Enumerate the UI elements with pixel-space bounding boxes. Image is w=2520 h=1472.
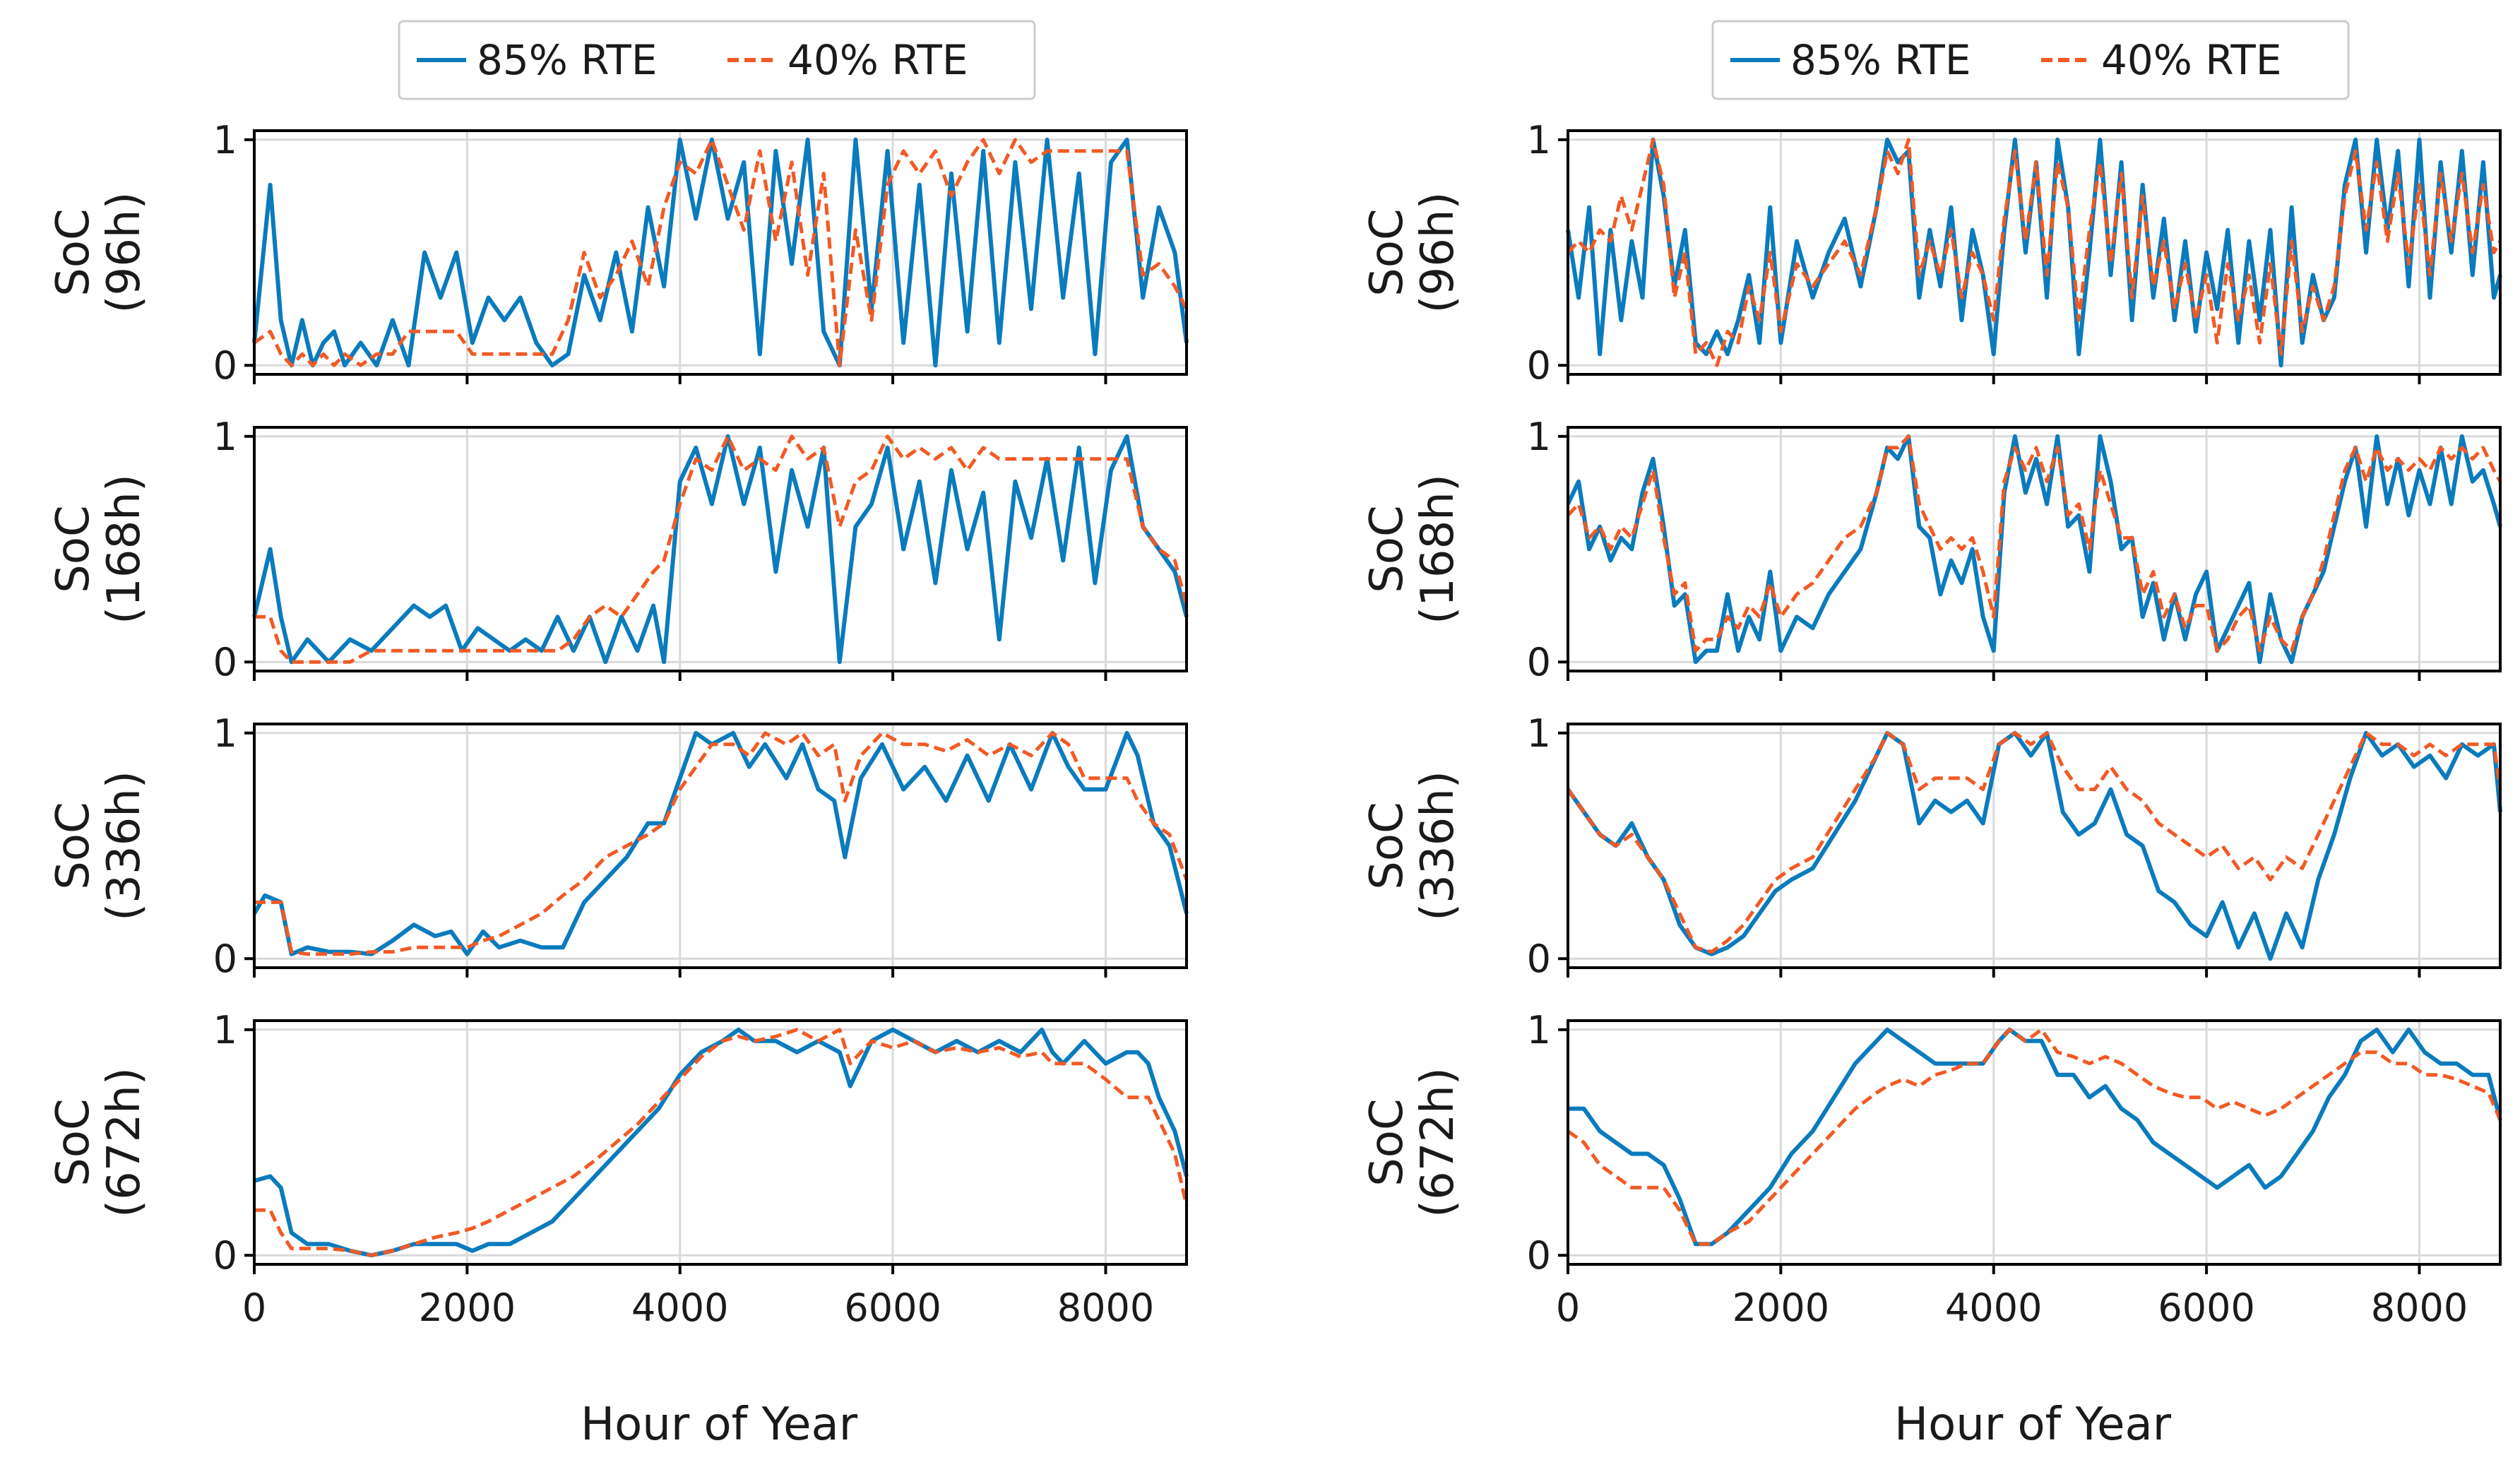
y-tick-label: 1 <box>1527 711 1551 756</box>
y-axis-label: SoC(96h) <box>1361 192 1464 314</box>
series-line-40-rte <box>1567 1028 2502 1246</box>
y-tick-label: 1 <box>1527 415 1551 459</box>
x-tick-label: 6000 <box>2158 1286 2254 1330</box>
panel-right-0: 0 1 SoC(96h) <box>1361 118 2502 388</box>
y-tick-label: 1 <box>1527 1008 1551 1052</box>
plot-frame <box>253 426 1188 672</box>
y-axis-label-line1: SoC <box>1361 208 1413 296</box>
y-axis-label: SoC(168h) <box>47 474 150 624</box>
series-line-40-rte <box>1566 731 2502 954</box>
y-axis-label-line2: (672h) <box>98 1067 150 1218</box>
x-axis-label-left: Hour of Year <box>581 1399 858 1451</box>
y-axis-label: SoC(336h) <box>1361 771 1464 921</box>
legend-label-40: 40% RTE <box>788 36 968 84</box>
y-axis-label: SoC(336h) <box>47 771 150 921</box>
y-axis-label-line1: SoC <box>1361 802 1413 889</box>
panel-left-3: 0 1 0 2000 4000 6000 8000 SoC(672h) <box>47 1008 1189 1330</box>
x-tick-label: 0 <box>242 1286 266 1330</box>
panel-right-2: 0 1 SoC(336h) <box>1361 711 2502 981</box>
x-tick-label: 2000 <box>419 1286 516 1330</box>
series-line-40-rte <box>1567 434 2502 653</box>
legend-box <box>398 20 1036 100</box>
legend-left: 85% RTE 40% RTE <box>398 20 1036 100</box>
legend-label-85: 85% RTE <box>477 36 658 84</box>
plot-frame <box>1567 1019 2502 1266</box>
legend-box <box>1711 20 2350 100</box>
legend-label-40: 40% RTE <box>2101 36 2282 84</box>
y-tick-label: 0 <box>213 1233 237 1278</box>
x-axis-label-right: Hour of Year <box>1894 1399 2172 1451</box>
y-tick-label: 1 <box>1527 118 1551 162</box>
y-axis-label-line2: (336h) <box>98 771 150 921</box>
x-tick-label: 8000 <box>1057 1286 1154 1330</box>
plot-frame <box>1567 723 2502 969</box>
y-axis-label-line2: (336h) <box>1412 771 1464 921</box>
x-tick-label: 8000 <box>2371 1286 2468 1330</box>
y-axis-label-line2: (96h) <box>98 192 150 314</box>
y-axis-label: SoC(168h) <box>1361 474 1464 624</box>
legend-right: 85% RTE 40% RTE <box>1711 20 2350 100</box>
x-tick-label: 4000 <box>1945 1286 2042 1330</box>
y-tick-label: 0 <box>213 937 237 981</box>
y-axis-label-line1: SoC <box>47 1098 100 1186</box>
plot-frame <box>253 129 1188 376</box>
y-axis-label-line1: SoC <box>47 505 100 593</box>
series-line-85-rte <box>1566 434 2502 665</box>
x-tick-label: 2000 <box>1732 1286 1829 1330</box>
y-axis-label: SoC(96h) <box>47 192 150 314</box>
y-axis-label-line1: SoC <box>1361 505 1413 593</box>
series-line-85-rte <box>252 730 1189 956</box>
series-line-40-rte <box>254 1028 1189 1257</box>
panel-left-1: 0 1 SoC(168h) <box>47 415 1189 684</box>
plot-frame <box>1567 129 2502 376</box>
y-axis-label-line2: (96h) <box>1412 192 1464 314</box>
series-line-85-rte <box>254 1027 1189 1258</box>
series-line-40-rte <box>1567 138 2502 367</box>
y-axis-label-line1: SoC <box>1361 1098 1413 1186</box>
x-tick-label: 6000 <box>844 1286 941 1330</box>
y-tick-label: 1 <box>213 1008 237 1052</box>
y-tick-label: 0 <box>213 640 237 684</box>
series-line-85-rte <box>1568 1027 2502 1247</box>
panel-left-2: 0 1 SoC(336h) <box>47 711 1189 981</box>
y-axis-label-line2: (672h) <box>1412 1067 1464 1218</box>
y-tick-label: 0 <box>213 343 237 388</box>
panel-left-0: 0 1 SoC(96h) <box>47 118 1189 388</box>
x-tick-label: 0 <box>1556 1286 1580 1330</box>
y-axis-label: SoC(672h) <box>1361 1067 1464 1218</box>
y-axis-label-line2: (168h) <box>1412 474 1464 624</box>
y-axis-label-line2: (168h) <box>98 474 150 624</box>
y-tick-label: 1 <box>213 118 237 162</box>
panel-right-3: 0 1 0 2000 4000 6000 8000 SoC(672h) <box>1361 1008 2502 1330</box>
series-line-40-rte <box>253 138 1189 367</box>
x-tick-label: 4000 <box>631 1286 728 1330</box>
y-axis-label-line1: SoC <box>47 208 100 296</box>
plot-frame <box>253 723 1188 969</box>
y-tick-label: 1 <box>213 711 237 756</box>
series-line-85-rte <box>252 434 1189 665</box>
plot-frame <box>1567 426 2502 672</box>
y-tick-label: 0 <box>1527 1233 1551 1278</box>
y-tick-label: 0 <box>1527 937 1551 981</box>
y-tick-label: 1 <box>213 415 237 459</box>
y-axis-label-line1: SoC <box>47 802 100 889</box>
panel-right-1: 0 1 SoC(168h) <box>1361 415 2502 684</box>
series-line-85-rte <box>252 137 1189 368</box>
series-line-40-rte <box>254 731 1189 956</box>
y-tick-label: 0 <box>1527 640 1551 684</box>
legend-label-85: 85% RTE <box>1790 36 1971 84</box>
series-line-85-rte <box>1566 730 2502 961</box>
series-line-85-rte <box>1566 137 2502 368</box>
y-tick-label: 0 <box>1527 343 1551 388</box>
plot-frame <box>253 1019 1188 1266</box>
y-axis-label: SoC(672h) <box>47 1067 150 1218</box>
